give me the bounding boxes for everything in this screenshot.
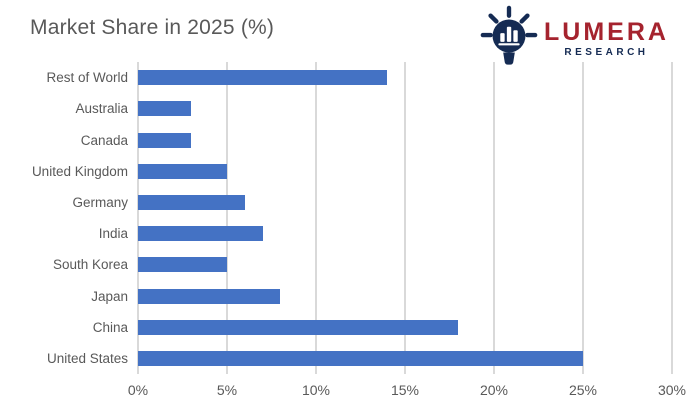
gridline [315, 62, 317, 374]
category-label: China [92, 319, 128, 335]
plot-area [137, 62, 673, 374]
category-label: Australia [75, 101, 128, 117]
x-tick-label: 20% [479, 382, 509, 398]
category-label: South Korea [52, 257, 128, 273]
x-tick-label: 5% [216, 382, 238, 398]
x-tick-label: 0% [127, 382, 149, 398]
bar-india [138, 226, 263, 242]
gridline [137, 62, 139, 374]
lightbulb-bar-chart-icon [478, 4, 540, 73]
x-tick-label: 10% [301, 382, 331, 398]
gridline [226, 62, 228, 374]
bar-south-korea [138, 257, 227, 273]
x-tick-label: 25% [568, 382, 598, 398]
category-label: Japan [91, 288, 128, 304]
bar-united-kingdom [138, 163, 227, 179]
bar-united-states [138, 350, 583, 366]
bar-canada [138, 132, 192, 148]
category-label: Germany [72, 194, 128, 210]
bar-australia [138, 101, 192, 117]
logo-brand-name: LUMERA [544, 17, 669, 46]
category-labels: Rest of World Australia Canada United Kingd… [0, 62, 128, 374]
logo-text: LUMERA RESEARCH [544, 17, 669, 58]
gridline [493, 62, 495, 374]
x-axis: 0% 5% 10% 15% 20% 25% 30% [128, 382, 686, 402]
category-label: United Kingdom [31, 163, 128, 179]
gridline [404, 62, 406, 374]
lumera-research-logo: LUMERA RESEARCH [478, 4, 669, 73]
gridline [582, 62, 584, 374]
category-label: Canada [80, 132, 128, 148]
x-tick-label: 15% [390, 382, 420, 398]
category-label: Rest of World [46, 70, 128, 86]
bar-china [138, 319, 459, 335]
category-label: United States [46, 350, 128, 366]
x-tick-label: 30% [657, 382, 687, 398]
logo-brand-subtitle: RESEARCH [564, 46, 649, 58]
chart-title: Market Share in 2025 (%) [30, 16, 275, 39]
bar-japan [138, 288, 281, 304]
bar-rest-of-world [138, 70, 388, 86]
category-label: India [98, 226, 128, 242]
bar-germany [138, 194, 245, 210]
gridline [671, 62, 673, 374]
